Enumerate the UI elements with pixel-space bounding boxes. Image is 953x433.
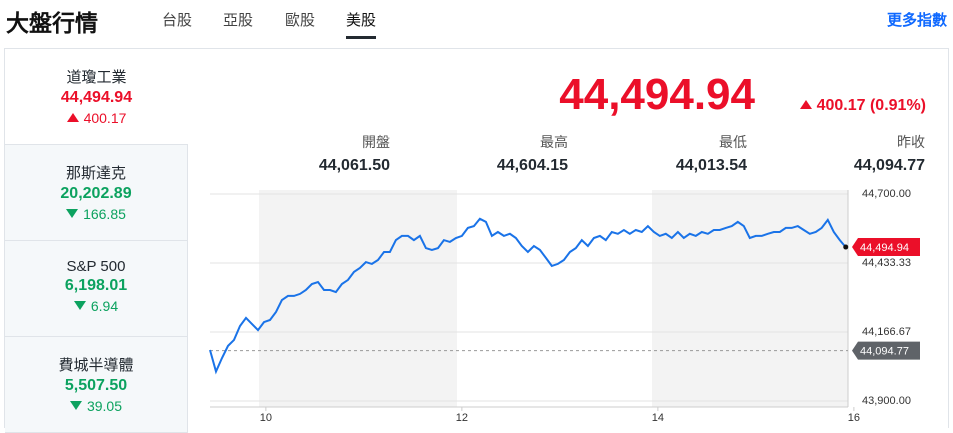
index-value: 6,198.01: [64, 277, 128, 294]
y-tick-label: 44,166.67: [862, 326, 911, 338]
arrow: [66, 113, 79, 122]
stat: 最高 44,604.15: [448, 132, 568, 175]
tab[interactable]: 台股: [162, 12, 193, 29]
stat: 最低 44,013.54: [627, 132, 747, 175]
page-title: 大盤行情: [6, 10, 98, 36]
change-value: 166.85: [83, 206, 126, 222]
index-change: 166.85: [5, 206, 187, 222]
index-item[interactable]: 道瓊工業 44,494.94 400.17: [5, 49, 188, 145]
change-value: 6.94: [90, 298, 119, 314]
stat-label: 開盤: [362, 134, 390, 150]
session-band: [259, 190, 457, 407]
y-tick-label: 43,900.00: [862, 395, 911, 407]
stat-label: 最高: [540, 134, 568, 150]
arrow: [69, 401, 82, 410]
stat: 昨收 44,094.77: [805, 132, 925, 175]
stat-label: 最低: [719, 134, 747, 150]
panel: [4, 48, 949, 428]
y-tick-label: 44,433.33: [862, 257, 911, 269]
index-change: 39.05: [5, 398, 187, 414]
index-value: 5,507.50: [64, 377, 128, 394]
x-tick-label: 16: [848, 412, 860, 424]
index-value: 20,202.89: [60, 185, 132, 202]
stat-label: 昨收: [897, 134, 925, 150]
price: 44,494.94: [559, 70, 755, 119]
arrow: [73, 301, 86, 310]
more-link[interactable]: 更多指數: [886, 12, 947, 29]
price-line: [209, 217, 847, 375]
last-point: [843, 244, 849, 250]
change-value: 400.17: [83, 110, 127, 126]
change-value: 39.05: [86, 398, 123, 414]
x-tick-label: 10: [260, 412, 272, 424]
last-tag: [852, 238, 920, 257]
x-tick-label: 12: [456, 412, 468, 424]
index-name: 那斯達克: [65, 165, 126, 182]
change-text: 400.17 (0.91%): [816, 97, 926, 114]
price-change: 400.17 (0.91%): [799, 97, 926, 115]
index-change: 400.17: [5, 110, 188, 126]
index-value: 44,494.94: [60, 89, 133, 106]
session-band: [652, 190, 848, 407]
tab[interactable]: 亞股: [223, 12, 254, 29]
tab[interactable]: 歐股: [285, 12, 316, 29]
index-name: S&P 500: [66, 258, 126, 275]
index-name: 道瓊工業: [66, 69, 127, 86]
arrow: [66, 209, 79, 218]
stat-value: 44,061.50: [318, 157, 390, 174]
stat-value: 44,013.54: [675, 157, 747, 174]
stat-value: 44,094.77: [853, 157, 925, 174]
index-item[interactable]: 費城半導體 5,507.50 39.05: [5, 337, 188, 433]
index-name: 費城半導體: [58, 357, 134, 374]
index-change: 6.94: [5, 298, 187, 314]
x-tick-label: 14: [652, 412, 664, 424]
index-item[interactable]: 那斯達克 20,202.89 166.85: [5, 145, 188, 241]
y-tick-label: 44,700.00: [862, 188, 911, 200]
tab[interactable]: 美股: [346, 9, 377, 39]
index-item[interactable]: S&P 500 6,198.01 6.94: [5, 241, 188, 337]
arrow: [799, 100, 812, 109]
last-tag-label: 44,494.94: [860, 242, 909, 254]
stat: 開盤 44,061.50: [270, 132, 390, 175]
reference-tag-label: 44,094.77: [860, 346, 909, 358]
stat-value: 44,604.15: [496, 157, 568, 174]
reference-tag: [852, 341, 920, 360]
